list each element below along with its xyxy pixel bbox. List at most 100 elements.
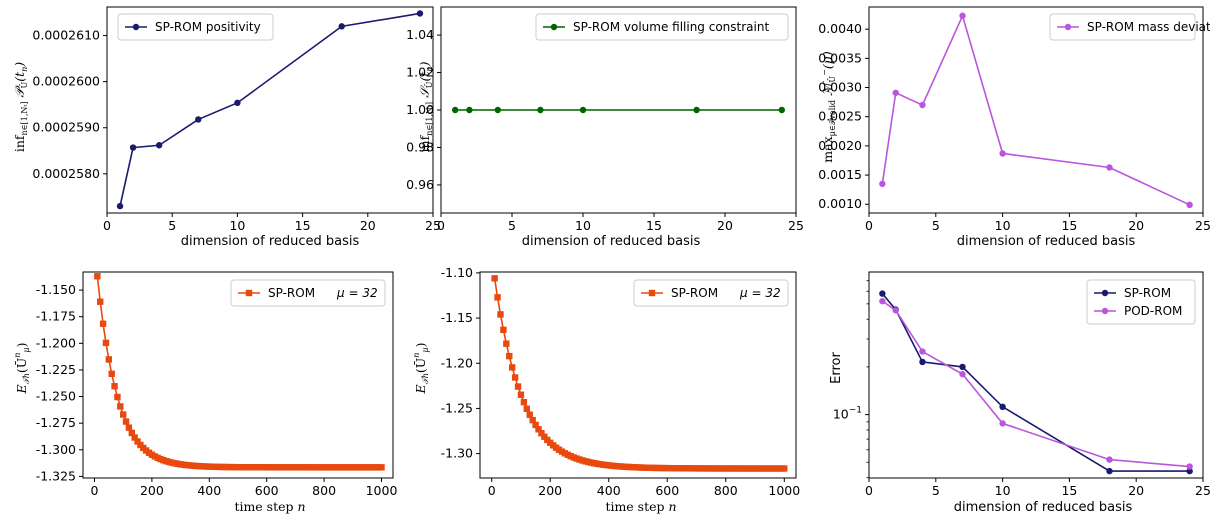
energy1-ytick-label: -1.200 [36,335,76,350]
error-series-0-point [1106,467,1113,475]
mass-xtick-label: 5 [932,218,940,233]
mass-legend-box [1049,13,1196,41]
energy2-plot-area: 0 200 400 600 800 1000 -1.10 -1.15 -1.20 -1.25 -1.… [441,265,801,498]
volume-series-0-point [579,106,587,114]
energy1-xtick-label: 400 [197,483,221,498]
energy2-series-0-point [526,411,533,418]
mass-ytick-label: 0.0025 [818,109,862,124]
energy1-series-0-point [111,383,118,390]
volume-legend-marker [550,23,558,31]
mass-xtick-label: 10 [995,218,1011,233]
positivity-ylabel: infn∈[1,Nₜ] 𝒫Ū(tn) [12,62,29,152]
positivity-series-0-point [234,99,241,107]
energy1-series-0-point [105,356,113,363]
volume-legend-box [535,13,789,41]
energy1-xtick-label: 200 [140,483,164,498]
positivity-xtick-label: 0 [103,218,111,233]
energy1-series-0-point [119,411,127,418]
error-series-1-point [892,307,899,314]
energy2-series-0-point [523,405,531,412]
positivity-series-0-point [155,142,163,149]
energy1-series-0-point [114,393,121,401]
mass-legend-marker [1064,23,1072,31]
error-xtick-label: 0 [865,483,873,498]
energy2-xtick-label: 200 [538,483,562,498]
energy1-ytick-label: -1.300 [36,442,76,457]
error-series-0-point [879,290,886,297]
volume-series-0-point [466,106,473,114]
volume-ytick-label: 0.96 [406,177,434,192]
volume-xlabel: dimension of reduced basis [522,234,701,249]
mass-ytick-label: 0.0020 [818,138,862,153]
positivity-xtick-label: 20 [360,218,376,233]
energy1-series-0-point [128,429,135,437]
mass-series-0-point [1106,164,1113,171]
error-series-1-point [1186,463,1193,470]
energy2-series-0-point [500,326,507,334]
error-legend-box [1086,279,1196,325]
energy2-axes-frame [479,271,797,479]
energy2-legend-label: SP-ROM [671,286,718,300]
energy2-ytick-label: -1.15 [441,310,473,325]
energy2-xtick-label: 0 [488,483,496,498]
energy1-ytick-label: -1.175 [36,309,76,324]
error-plot-area: 0 5 10 15 20 25 10−1 SP-ROM POD-ROM [833,271,1210,498]
energy1-series-0-point [94,273,101,280]
mass-series-0-point [879,180,886,188]
energy1-legend-marker [245,289,253,297]
volume-xtick-label: 10 [575,218,591,233]
energy2-legend-param: μ = 32 [739,286,781,300]
error-legend-label: SP-ROM [1124,286,1171,300]
mass-legend-label: SP-ROM mass deviation [1087,20,1210,34]
energy1-legend-param: μ = 32 [336,286,378,300]
energy1-xlabel: time step n [234,499,305,514]
error-axes-frame [868,271,1204,479]
energy2-series-0-line [493,278,785,470]
positivity-series-0-point [416,10,424,17]
panel-volume: 0 5 10 15 20 25 0.96 0.98 1.00 1.02 1.04 SP-ROM vol… [406,6,804,249]
energy1-series-0-point [378,464,385,471]
error-series-0-point [1186,467,1193,475]
panel-energy-1: 0 200 400 600 800 1000 -1.150 -1.175 -1.200 -1.22… [13,271,397,514]
volume-xtick-label: 15 [646,218,662,233]
error-legend-label: POD-ROM [1124,304,1182,318]
positivity-xtick-label: 10 [229,218,245,233]
positivity-ytick-label: 0.0002610 [32,28,100,43]
positivity-xlabel: dimension of reduced basis [181,234,360,249]
volume-series-0-point [693,106,700,114]
panel-error: 0 5 10 15 20 25 10−1 SP-ROM POD-ROM dimension of… [829,271,1210,515]
energy1-xtick-label: 800 [312,483,336,498]
energy1-ytick-label: -1.150 [36,282,76,297]
energy1-series-0-point [122,418,130,425]
energy1-series-0-point [131,434,138,441]
positivity-legend-label: SP-ROM positivity [155,20,261,34]
volume-series-0-point [778,106,785,114]
volume-series-0-point [452,106,459,114]
error-xtick-label: 10 [995,483,1011,498]
positivity-axes-frame [106,6,434,214]
positivity-legend-marker [132,23,140,31]
error-series-1-point [959,370,966,378]
mass-axes-frame [868,6,1204,214]
error-series-1-point [919,348,926,355]
energy1-ylabel: E𝒯h(Ūnμ) [13,342,31,394]
energy1-plot-area: 0 200 400 600 800 1000 -1.150 -1.175 -1.200 -1.22… [36,271,397,498]
energy2-series-0-point [508,364,516,371]
volume-xtick-label: 0 [437,218,445,233]
energy2-xtick-label: 800 [714,483,738,498]
energy2-series-0-point [511,374,519,381]
energy2-series-0-point [506,352,513,360]
energy2-ytick-label: -1.30 [441,446,473,461]
volume-ytick-label: 1.00 [406,102,434,117]
error-series-0-point [959,363,966,371]
energy1-axes-frame [82,271,394,479]
error-series-1-line [881,300,1190,468]
error-legend-marker [1101,307,1109,315]
volume-ytick-label: 1.02 [406,65,434,80]
error-xtick-label: 5 [932,483,940,498]
mass-series-0-point [1186,201,1193,209]
energy2-series-0-point [514,383,522,390]
energy2-ytick-label: -1.20 [441,355,473,370]
energy1-legend-label: SP-ROM [268,286,315,300]
mass-xtick-label: 15 [1061,218,1077,233]
